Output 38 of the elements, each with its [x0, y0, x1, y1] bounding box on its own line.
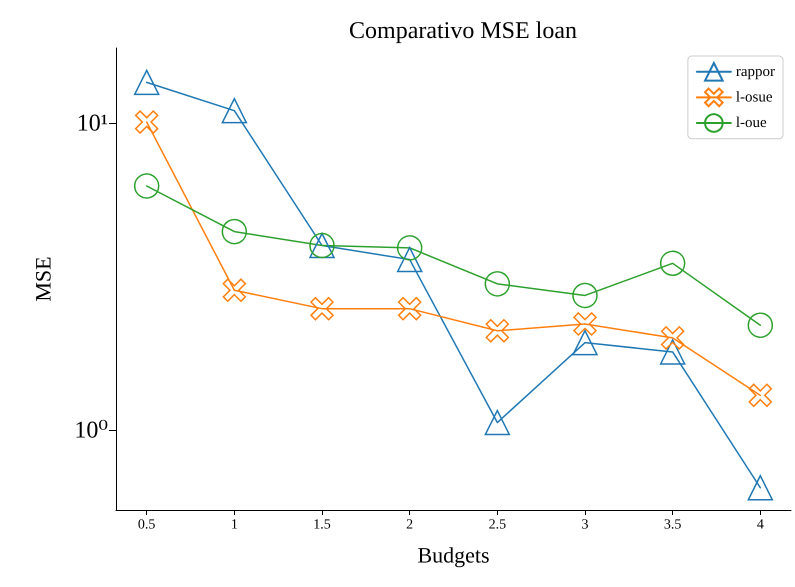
point: [134, 173, 160, 199]
x-tick-label: 3.5: [664, 518, 682, 532]
x-tick-label: 0.5: [138, 518, 156, 532]
point: [660, 326, 684, 350]
point: [572, 330, 598, 356]
point: [398, 296, 422, 320]
point: [222, 278, 246, 302]
point: [484, 271, 510, 297]
x-tick-label: 1.5: [313, 518, 331, 532]
y-tick-label: 10¹: [76, 110, 108, 136]
point: [134, 110, 158, 134]
x-tick-label: 1: [230, 518, 238, 532]
point: [748, 384, 772, 408]
x-tick-label: 3: [581, 518, 588, 532]
point: [660, 339, 686, 365]
point: [572, 282, 598, 308]
point: [748, 312, 774, 338]
x-tick-label: 2.5: [488, 518, 506, 532]
point: [222, 218, 248, 244]
point: [222, 98, 248, 124]
legend-label: rappor: [736, 64, 776, 80]
y-tick-label: 10⁰: [74, 417, 108, 444]
point: [573, 312, 597, 336]
point: [396, 246, 422, 272]
x-tick-label: 2: [406, 518, 414, 532]
point: [484, 410, 510, 436]
x-tick-label: 4: [756, 518, 764, 532]
x-axis-title: Budgets: [417, 542, 490, 568]
point: [748, 474, 774, 500]
point: [134, 70, 160, 96]
chart-title: Comparativo MSE loan: [349, 18, 577, 44]
point: [310, 296, 334, 320]
point: [396, 235, 422, 261]
y-axis-title: MSE: [30, 256, 56, 302]
legend-label: l-osue: [736, 89, 773, 106]
point: [660, 250, 686, 276]
legend-label: l-oue: [736, 115, 768, 131]
point: [486, 319, 510, 343]
